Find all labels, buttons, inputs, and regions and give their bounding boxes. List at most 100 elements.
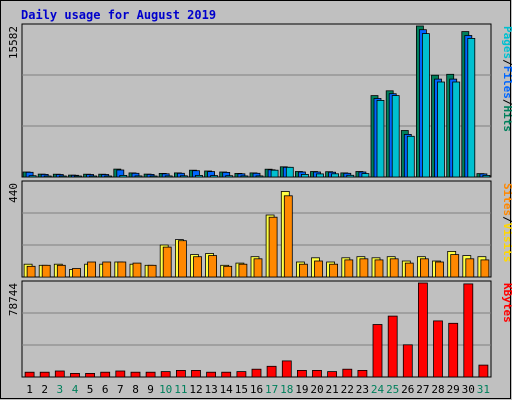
- x-tick-label: 31: [477, 383, 490, 396]
- bar-kbytes-day-1: [24, 371, 35, 378]
- x-tick-label: 4: [72, 383, 79, 396]
- bar-sites-day-21: [329, 263, 339, 278]
- bar-sites-day-12: [193, 256, 202, 278]
- x-tick-label: 3: [56, 383, 63, 396]
- panel-1-series-label: Sites/Visits: [501, 183, 512, 263]
- x-tick-label: 23: [356, 383, 369, 396]
- x-tick-label: 24: [371, 383, 385, 396]
- bar-sites-day-10: [162, 246, 172, 278]
- bar-kbytes-day-4: [70, 372, 80, 378]
- bar-pages-day-25: [391, 95, 400, 178]
- bar-sites-day-4: [72, 268, 81, 278]
- series-label-segment: Files: [501, 66, 512, 99]
- bar-sites-day-29: [450, 254, 460, 278]
- bar-sites-day-18: [283, 195, 293, 278]
- bar-sites-day-11: [177, 240, 187, 278]
- bar-pages-day-9: [149, 175, 158, 178]
- chart-title: Daily usage for August 2019: [21, 8, 216, 22]
- x-tick-label: 14: [220, 383, 234, 396]
- bar-pages-day-13: [210, 175, 219, 178]
- x-tick-label: 2: [41, 383, 48, 396]
- bar-sites-day-22: [344, 259, 354, 278]
- bar-kbytes-day-15: [236, 371, 247, 378]
- bar-kbytes-day-25: [387, 315, 398, 378]
- bar-sites-day-2: [41, 264, 51, 278]
- bar-kbytes-day-30: [463, 283, 474, 378]
- x-tick-label: 27: [416, 383, 429, 396]
- bar-sites-day-9: [147, 264, 157, 278]
- bar-pages-day-1: [28, 175, 37, 178]
- panel-0-max-label: 15582: [7, 26, 20, 59]
- bar-pages-day-17: [270, 169, 279, 178]
- bar-kbytes-day-20: [312, 369, 322, 378]
- bar-kbytes-day-24: [372, 324, 383, 378]
- panel-1-max-label: 440: [7, 183, 20, 203]
- bar-kbytes-day-31: [478, 364, 489, 378]
- x-tick-label: 15: [235, 383, 248, 396]
- series-label-segment: KBytes: [501, 283, 512, 323]
- series-label-segment: Pages: [501, 26, 512, 59]
- bar-sites-day-7: [117, 261, 127, 278]
- bar-kbytes-day-12: [191, 369, 201, 378]
- bar-kbytes-day-28: [433, 320, 443, 378]
- bar-pages-day-7: [119, 174, 128, 178]
- bar-pages-day-12: [195, 174, 203, 178]
- bar-pages-day-19: [300, 173, 309, 178]
- bar-pages-day-4: [74, 175, 82, 178]
- bar-pages-day-26: [406, 135, 415, 178]
- bar-pages-day-10: [164, 175, 173, 178]
- bar-kbytes-day-8: [130, 371, 141, 378]
- bar-pages-day-28: [437, 81, 445, 178]
- bar-kbytes-day-18: [281, 360, 292, 378]
- bar-pages-day-6: [104, 175, 113, 178]
- bar-sites-day-6: [102, 261, 112, 278]
- bar-sites-day-15: [238, 263, 248, 278]
- x-tick-label: 19: [295, 383, 308, 396]
- bar-sites-day-23: [359, 258, 369, 278]
- x-tick-label: 29: [447, 383, 460, 396]
- bar-pages-day-29: [452, 81, 461, 178]
- panel-2-series-label: KBytes: [501, 283, 512, 323]
- x-tick-label: 6: [102, 383, 109, 396]
- bar-pages-day-18: [285, 166, 294, 178]
- bar-pages-day-5: [89, 175, 97, 178]
- x-tick-label: 21: [325, 383, 338, 396]
- bar-pages-day-22: [346, 174, 355, 178]
- bar-pages-day-2: [43, 175, 52, 178]
- bar-kbytes-day-21: [327, 371, 338, 378]
- bar-kbytes-day-9: [145, 371, 156, 378]
- bar-pages-day-23: [361, 173, 370, 178]
- x-tick-label: 26: [401, 383, 414, 396]
- x-tick-label: 10: [159, 383, 172, 396]
- bar-sites-day-14: [223, 265, 233, 278]
- bar-pages-day-8: [134, 175, 143, 178]
- bar-pages-day-3: [58, 175, 67, 178]
- bar-kbytes-day-3: [54, 370, 65, 378]
- bar-sites-day-8: [132, 262, 142, 278]
- bar-pages-day-16: [255, 175, 264, 178]
- x-tick-label: 28: [431, 383, 444, 396]
- panel-2-max-label: 78744: [7, 283, 20, 316]
- x-tick-label: 17: [265, 383, 278, 396]
- bar-sites-day-19: [298, 263, 308, 278]
- x-tick-label: 20: [310, 383, 323, 396]
- bar-kbytes-day-19: [296, 369, 307, 378]
- bar-kbytes-day-26: [402, 344, 413, 378]
- bar-pages-day-20: [316, 173, 324, 178]
- x-tick-label: 13: [204, 383, 217, 396]
- bar-pages-day-15: [240, 175, 249, 178]
- bar-kbytes-day-22: [342, 368, 353, 378]
- bar-kbytes-day-11: [175, 369, 186, 378]
- bar-sites-day-17: [268, 216, 278, 278]
- bar-kbytes-day-7: [115, 370, 126, 378]
- series-label-segment: /: [501, 59, 512, 66]
- x-tick-label: 8: [132, 383, 139, 396]
- bar-kbytes-day-13: [206, 371, 217, 378]
- bar-kbytes-day-2: [39, 371, 50, 378]
- x-tick-label: 12: [189, 383, 202, 396]
- x-tick-label: 5: [87, 383, 94, 396]
- x-tick-label: 18: [280, 383, 293, 396]
